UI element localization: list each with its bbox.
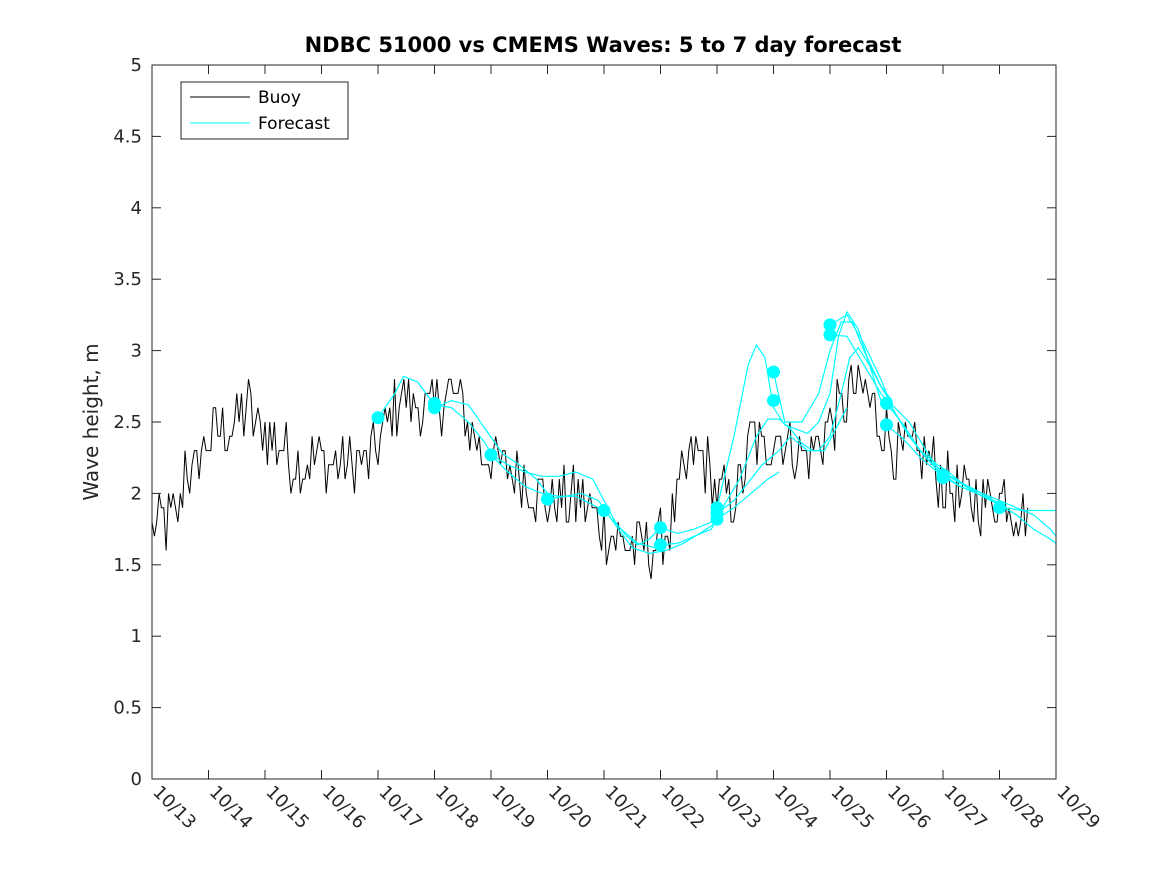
forecast-line-5 — [547, 492, 718, 555]
forecast-marker-11 — [710, 512, 724, 526]
plot-background — [152, 65, 1056, 779]
y-axis-label: Wave height, m — [79, 343, 103, 500]
forecast-marker-7 — [654, 521, 667, 535]
forecast-line-9 — [716, 346, 893, 514]
forecast-line-10 — [716, 471, 780, 520]
y-tick-label: 2 — [131, 483, 142, 504]
y-tick-label: 3.5 — [113, 269, 142, 290]
forecast-marker-12 — [767, 365, 780, 379]
forecast-marker-14 — [823, 318, 837, 332]
forecast-marker-5 — [541, 492, 554, 506]
legend-box — [180, 81, 349, 140]
y-tick-label: 1 — [131, 626, 142, 647]
forecast-marker-19 — [936, 471, 950, 485]
forecast-line-15 — [886, 424, 1057, 544]
forecast-marker-13 — [767, 394, 780, 408]
y-tick-label: 0 — [131, 769, 142, 790]
chart-title: NDBC 51000 vs CMEMS Waves: 5 to 7 day fo… — [305, 33, 902, 57]
plot-area — [152, 65, 1056, 779]
forecast-line-3 — [490, 454, 661, 546]
y-tick-label: 4.5 — [113, 126, 142, 147]
y-tick-label: 0.5 — [113, 698, 142, 719]
forecast-marker-6 — [597, 504, 611, 518]
forecast-marker-8 — [654, 538, 667, 552]
y-tick-label: 1.5 — [113, 555, 142, 576]
forecast-marker-17 — [880, 418, 893, 432]
y-tick-label: 5 — [131, 55, 142, 76]
forecast-marker-16 — [880, 396, 893, 410]
forecast-marker-3 — [428, 396, 441, 410]
legend-buoy-label: Buoy — [258, 88, 301, 108]
series-layer — [151, 310, 1057, 580]
buoy-line — [151, 364, 1029, 580]
forecast-marker-1 — [371, 411, 385, 425]
forecast-line-2 — [434, 399, 548, 494]
forecast-marker-15 — [823, 328, 837, 342]
forecast-line-14 — [886, 403, 1057, 537]
y-tick-label: 4 — [131, 198, 142, 219]
forecast-marker-4 — [484, 448, 498, 462]
forecast-line-7 — [660, 407, 848, 546]
y-tick-label: 3 — [131, 341, 142, 362]
y-tick-label: 2.5 — [113, 412, 142, 433]
legend-forecast-label: Forecast — [258, 114, 330, 134]
legend: Buoy Forecast — [180, 81, 349, 140]
forecast-marker-20 — [993, 501, 1006, 515]
